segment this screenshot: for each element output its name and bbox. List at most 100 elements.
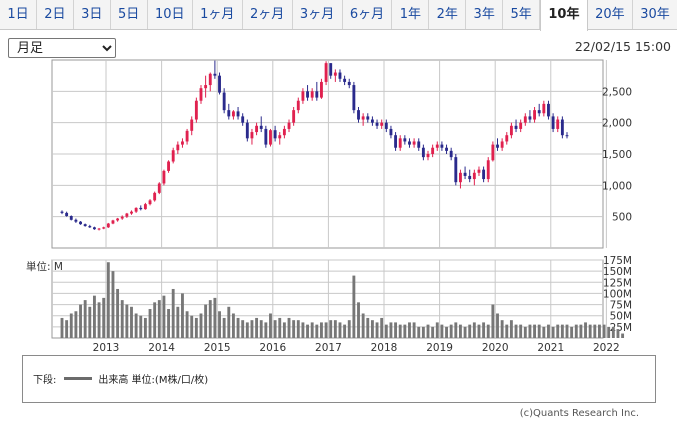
volume-bar (417, 326, 421, 338)
volume-bar (194, 317, 198, 338)
candle-body (357, 110, 360, 120)
candle-body (523, 116, 527, 123)
candle-body (171, 150, 175, 162)
candle-body (116, 218, 120, 221)
candle-body (194, 100, 198, 120)
candle-body (533, 110, 537, 120)
volume-bar (380, 317, 384, 338)
candle-body (320, 81, 323, 98)
volume-bar (236, 317, 240, 338)
volume-bar (398, 324, 402, 338)
candle-body (514, 125, 518, 129)
tab-2[interactable]: 3日 (74, 0, 111, 29)
candle-body (79, 221, 82, 225)
tab-15[interactable]: 30年 (640, 7, 670, 22)
tab-12[interactable]: 5年 (503, 0, 541, 29)
x-tick-label: 2016 (259, 342, 286, 354)
candle-body (477, 169, 481, 173)
volume-bar (616, 329, 620, 338)
candle-body (338, 72, 342, 79)
legend-box: 下段: 出来高 単位:(M株/口/枚) (22, 355, 656, 403)
volume-bar (389, 322, 393, 338)
candle-body (426, 154, 430, 158)
candle-body (343, 78, 347, 82)
volume-bar (329, 320, 333, 338)
volume-bar (134, 313, 138, 338)
volume-bar (88, 306, 92, 338)
candle-body (199, 88, 203, 101)
legend-entry: 下段: 出来高 単位:(M株/口/枚) (33, 371, 208, 386)
candle-body (505, 135, 509, 142)
candle-body (88, 226, 92, 228)
candle-body (417, 141, 421, 148)
candle-body (185, 130, 189, 142)
tab-0[interactable]: 1日 (0, 0, 37, 29)
candle-body (231, 111, 235, 117)
candle-body (292, 110, 296, 123)
candle-body (403, 138, 407, 142)
volume-bar (556, 324, 560, 338)
tab-7[interactable]: 3ヶ月 (293, 0, 343, 29)
volume-bar (574, 324, 578, 338)
volume-bar (477, 324, 481, 338)
volume-bar (97, 302, 101, 338)
candle-body (542, 103, 546, 114)
tab-14[interactable]: 20年 (588, 0, 633, 29)
volume-bar (310, 322, 314, 338)
tab-6[interactable]: 2ヶ月 (243, 0, 293, 29)
volume-bar (514, 324, 518, 338)
copyright-notice: (c)Quants Research Inc. (519, 408, 639, 419)
candle-body (167, 161, 170, 171)
tab-8[interactable]: 6ヶ月 (343, 0, 393, 29)
tab-5[interactable]: 1ヶ月 (193, 0, 243, 29)
volume-swatch-icon (64, 377, 93, 380)
price-tick-label: 2,000 (602, 118, 632, 130)
volume-unit-label: 単位: M (26, 260, 63, 273)
x-tick-label: 2021 (537, 342, 564, 354)
candle-body (148, 200, 152, 205)
tab-9[interactable]: 1年 (392, 0, 430, 29)
volume-bar (227, 306, 231, 338)
candle-period-select[interactable]: 月足 (8, 38, 116, 58)
volume-bar (116, 288, 120, 338)
candle-body (282, 128, 286, 136)
candle-body (500, 141, 504, 148)
volume-bar (454, 322, 458, 338)
candle-body (134, 207, 138, 212)
candle-body (296, 100, 300, 111)
tab-13[interactable]: 10年 (540, 0, 588, 31)
volume-bar (74, 311, 78, 338)
candle-body (459, 172, 462, 183)
tab-3[interactable]: 5日 (111, 0, 148, 29)
volume-bar (597, 324, 601, 338)
volume-bar (523, 326, 527, 338)
volume-bar (218, 311, 221, 338)
volume-bar (584, 322, 587, 338)
volume-tick-label: 75M (610, 300, 632, 312)
candle-body (537, 110, 541, 114)
volume-bar (500, 320, 504, 338)
candle-body (65, 212, 69, 217)
volume-bar (463, 326, 467, 338)
volume-bar (375, 322, 379, 338)
volume-bar (259, 320, 263, 338)
candle-body (102, 227, 106, 229)
volume-bar (505, 324, 509, 338)
volume-bar (607, 326, 611, 338)
volume-bar (120, 300, 124, 338)
volume-bar (102, 297, 106, 338)
tab-1[interactable]: 2日 (37, 0, 74, 29)
volume-bar (111, 271, 115, 338)
candle-body (361, 116, 365, 120)
tab-4[interactable]: 10日 (148, 0, 193, 29)
tab-10[interactable]: 2年 (429, 0, 467, 29)
volume-bar (533, 324, 537, 338)
volume-bar (486, 324, 490, 338)
tab-11[interactable]: 3年 (466, 0, 504, 29)
candle-body (565, 135, 569, 137)
candle-body (278, 135, 282, 139)
candle-body (245, 122, 249, 139)
volume-bar (199, 313, 203, 338)
candle-body (310, 91, 314, 98)
candle-body (241, 116, 245, 123)
